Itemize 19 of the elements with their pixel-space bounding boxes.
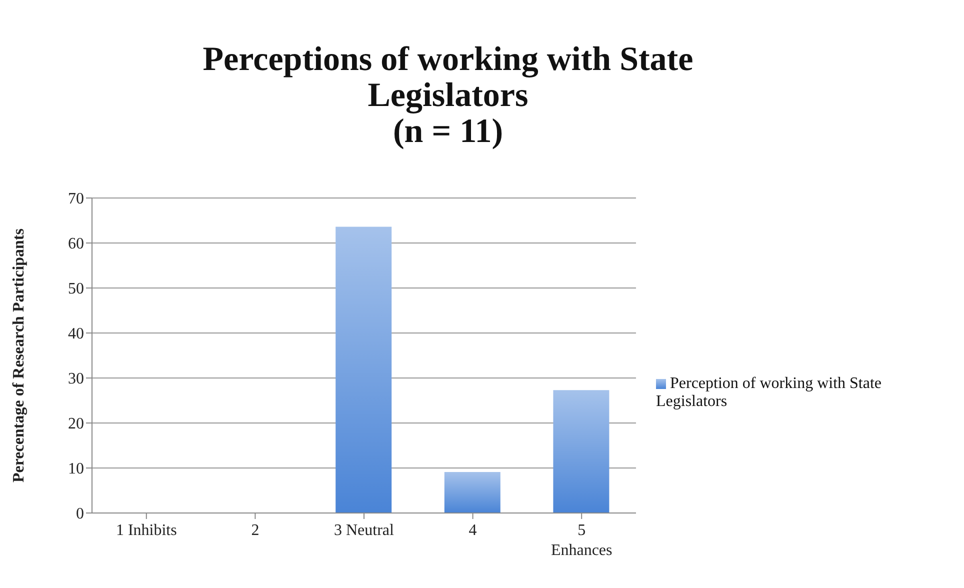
- bar: [553, 390, 610, 513]
- chart-title: Perceptions of working with State Legislators (n = 11): [202, 41, 694, 150]
- y-tick-label: 20: [68, 416, 84, 433]
- y-tick-label: 60: [68, 236, 84, 253]
- bar: [336, 226, 392, 513]
- y-tick-label: 40: [68, 326, 84, 343]
- legend-label: Perception of working with State Legislators: [656, 375, 882, 410]
- bar: [444, 472, 500, 513]
- x-tick-label: 4: [468, 522, 477, 539]
- x-tick-label: 2: [251, 522, 260, 539]
- x-tick-label: 3 Neutral: [334, 522, 395, 539]
- y-tick-label: 0: [76, 506, 84, 523]
- y-tick-label: 70: [68, 190, 84, 208]
- y-axis-title: Perecentage of Research Participants: [10, 228, 28, 482]
- y-tick-label: 50: [68, 280, 84, 298]
- y-tick-label: 30: [68, 370, 84, 388]
- x-tick-label: 1 Inhibits: [116, 522, 177, 539]
- x-tick-label: 5 Enhances: [550, 522, 612, 559]
- y-tick-label: 10: [68, 460, 84, 478]
